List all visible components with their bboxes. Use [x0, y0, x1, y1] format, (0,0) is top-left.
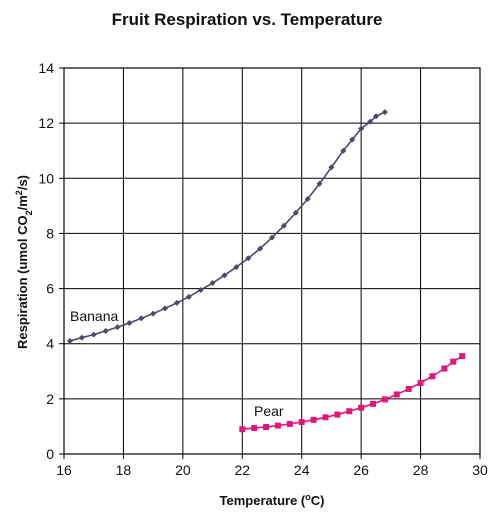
data-point-pear: [393, 391, 400, 398]
x-tick-label: 26: [353, 462, 369, 478]
series-label-pear: Pear: [254, 403, 284, 419]
grid: [59, 67, 481, 459]
data-point-banana: [173, 299, 180, 306]
plot-frame: [63, 67, 481, 455]
data-point-banana: [162, 305, 169, 312]
series-label-banana: Banana: [70, 308, 118, 324]
data-point-banana: [373, 113, 379, 120]
data-point-pear: [286, 420, 293, 427]
data-point-banana: [316, 180, 323, 187]
y-tick-label: 12: [38, 115, 54, 131]
data-point-banana: [209, 280, 216, 287]
data-point-pear: [450, 358, 457, 365]
y-tick-label: 6: [46, 281, 54, 297]
x-tick-label: 22: [234, 462, 250, 478]
data-point-pear: [334, 411, 341, 418]
data-point-pear: [263, 423, 270, 430]
data-point-banana: [102, 328, 109, 335]
y-axis-title: Respiration (umol CO2/m2/s): [14, 175, 34, 349]
data-point-pear: [405, 385, 412, 392]
data-point-pear: [346, 408, 353, 415]
y-tick-label: 10: [38, 170, 54, 186]
data-point-pear: [370, 400, 377, 407]
data-point-banana: [349, 136, 356, 143]
data-point-banana: [185, 293, 192, 300]
x-tick-label: 30: [472, 462, 488, 478]
data-point-banana: [367, 118, 374, 125]
data-point-pear: [322, 414, 329, 421]
data-point-banana: [280, 222, 287, 229]
series-layer: [66, 109, 466, 433]
x-axis-title: Temperature (oC): [220, 492, 325, 508]
data-point-banana: [381, 109, 388, 116]
data-point-banana: [304, 195, 311, 202]
y-tick-label: 8: [46, 225, 54, 241]
data-point-pear: [251, 425, 258, 432]
data-point-banana: [340, 147, 347, 154]
data-point-banana: [66, 337, 73, 344]
data-point-pear: [459, 353, 466, 360]
x-tick-label: 16: [56, 462, 72, 478]
data-point-banana: [126, 320, 133, 327]
data-point-banana: [90, 331, 97, 338]
data-point-pear: [239, 426, 246, 433]
data-point-pear: [310, 416, 317, 423]
x-tick-label: 24: [294, 462, 310, 478]
data-point-pear: [358, 404, 365, 411]
data-point-banana: [358, 125, 365, 132]
y-tick-label: 14: [38, 60, 54, 76]
data-point-banana: [197, 286, 204, 293]
data-point-pear: [274, 422, 281, 429]
data-point-banana: [221, 272, 228, 279]
data-point-banana: [114, 324, 121, 331]
data-point-banana: [78, 334, 85, 341]
data-point-banana: [245, 255, 252, 262]
y-tick-label: 0: [46, 446, 54, 462]
y-tick-label: 2: [46, 391, 54, 407]
data-point-banana: [233, 264, 240, 271]
chart-title: Fruit Respiration vs. Temperature: [111, 10, 383, 29]
x-tick-label: 20: [175, 462, 191, 478]
data-point-banana: [292, 209, 299, 216]
data-point-pear: [417, 379, 424, 386]
data-point-banana: [328, 164, 335, 171]
data-point-banana: [257, 245, 264, 252]
data-point-banana: [150, 310, 157, 317]
data-point-pear: [381, 396, 388, 403]
series-line-banana: [69, 111, 386, 342]
data-point-pear: [429, 373, 436, 380]
x-tick-label: 18: [116, 462, 132, 478]
x-tick-label: 28: [413, 462, 429, 478]
data-point-pear: [441, 365, 448, 372]
data-point-pear: [298, 419, 305, 426]
data-point-banana: [269, 234, 275, 241]
data-point-banana: [138, 315, 145, 322]
y-tick-label: 4: [46, 336, 54, 352]
